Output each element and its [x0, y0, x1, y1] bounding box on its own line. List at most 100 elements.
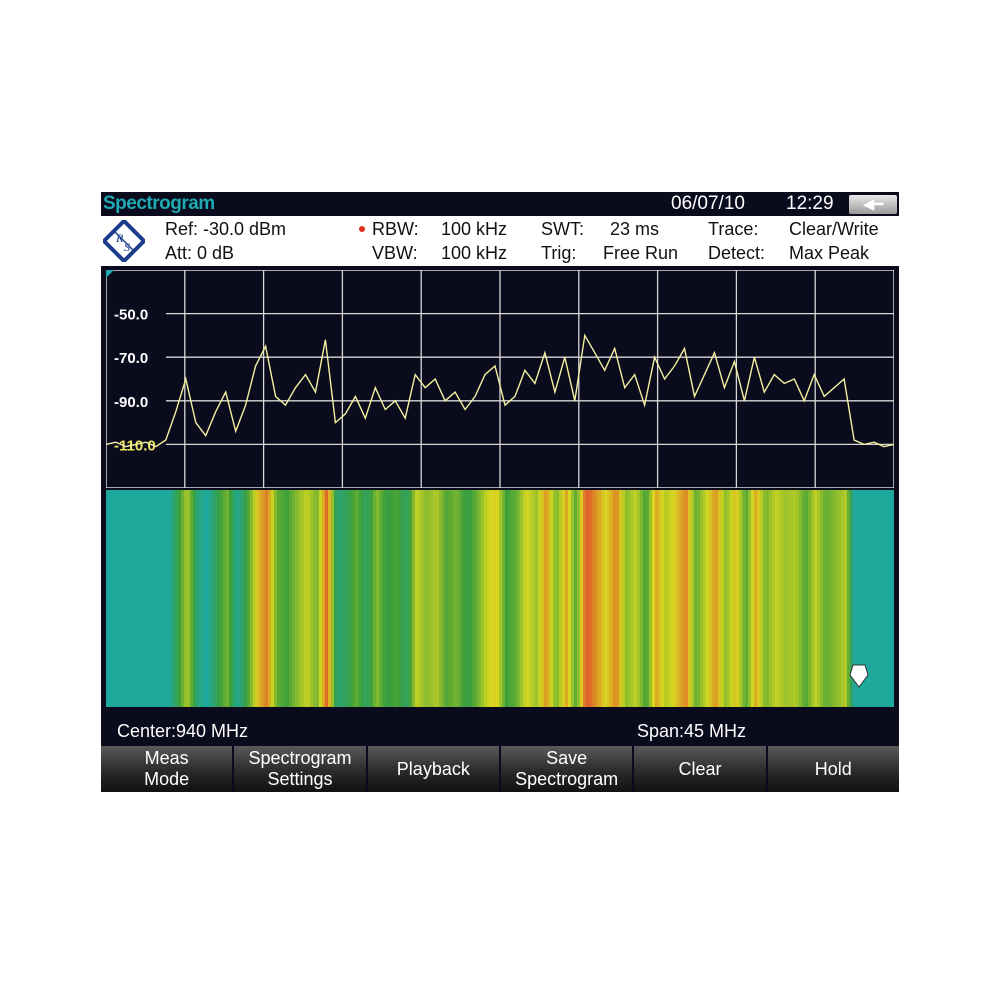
spectrogram-column — [844, 490, 848, 707]
spectrogram-column — [739, 490, 743, 707]
save-spectrogram-button[interactable]: Save Spectrogram — [500, 746, 633, 792]
spectrogram-column — [628, 490, 632, 707]
spectrogram-column — [391, 490, 395, 707]
swt-value: 23 ms — [610, 219, 660, 239]
meas-mode-button[interactable]: Meas Mode — [101, 746, 233, 792]
spectrogram-column — [565, 490, 569, 707]
spectrogram-column — [298, 490, 302, 707]
spectrogram-column — [622, 490, 626, 707]
y-tick-label: -110.0 — [114, 437, 156, 454]
spectrogram-column — [784, 490, 788, 707]
spectrogram-column — [790, 490, 794, 707]
rbw-label: RBW: — [372, 219, 419, 239]
spectrogram-column — [646, 490, 650, 707]
back-button[interactable]: ◀━ — [849, 195, 897, 214]
spectrogram-column — [640, 490, 644, 707]
spectrogram-column — [541, 490, 545, 707]
spectrogram-column — [550, 490, 554, 707]
spectrogram-column — [334, 490, 338, 707]
spectrogram-column — [154, 490, 158, 707]
trace-label: Trace: — [708, 219, 759, 239]
spectrogram-waterfall — [106, 490, 894, 707]
vbw-value: 100 kHz — [441, 243, 508, 263]
spectrogram-column — [427, 490, 431, 707]
spectrogram-column — [799, 490, 803, 707]
spectrogram-column — [805, 490, 809, 707]
spectrogram-column — [745, 490, 749, 707]
spectrogram-column — [301, 490, 305, 707]
spectrogram-column — [238, 490, 242, 707]
spectrogram-column — [562, 490, 566, 707]
spectrogram-column — [493, 490, 497, 707]
spectrogram-column — [676, 490, 680, 707]
spectrogram-column — [559, 490, 563, 707]
spectrogram-column — [724, 490, 728, 707]
spectrogram-column — [883, 490, 887, 707]
spectrogram-column — [652, 490, 656, 707]
spectrogram-column — [637, 490, 641, 707]
spectrogram-column — [253, 490, 257, 707]
spectrogram-column — [835, 490, 839, 707]
spectrogram-column — [295, 490, 299, 707]
spectrogram-column — [619, 490, 623, 707]
spectrogram-column — [877, 490, 881, 707]
spectrogram-column — [727, 490, 731, 707]
analyzer-screen: Spectrogram 06/07/10 12:29 ◀━ R S Ref: -… — [101, 192, 899, 792]
spectrogram-column — [124, 490, 128, 707]
spectrogram-column — [367, 490, 371, 707]
spectrogram-column — [139, 490, 143, 707]
spectrogram-column — [712, 490, 716, 707]
spectrogram-column — [472, 490, 476, 707]
spectrogram-column — [418, 490, 422, 707]
spectrogram-column — [508, 490, 512, 707]
spectrogram-column — [358, 490, 362, 707]
marker-pentagon-icon[interactable] — [849, 664, 869, 688]
spectrogram-column — [517, 490, 521, 707]
spectrogram-column — [802, 490, 806, 707]
spectrogram-column — [376, 490, 380, 707]
trig-label: Trig: — [541, 243, 577, 263]
softkey-label: Clear — [678, 758, 722, 779]
spectrogram-column — [610, 490, 614, 707]
spectrogram-column — [667, 490, 671, 707]
settings-info-panel: R S Ref: -30.0 dBm Att: 0 dB RBW: 100 kH… — [101, 216, 899, 266]
spectrogram-column — [595, 490, 599, 707]
spectrogram-column — [892, 490, 894, 707]
spectrogram-column — [424, 490, 428, 707]
spectrogram-column — [544, 490, 548, 707]
softkey-label: Settings — [267, 769, 333, 789]
spectrogram-column — [499, 490, 503, 707]
swt-label: SWT: — [541, 219, 584, 239]
spectrogram-column — [241, 490, 245, 707]
spectrogram-column — [502, 490, 506, 707]
spectrogram-column — [274, 490, 278, 707]
spectrogram-column — [448, 490, 452, 707]
spectrogram-settings-button[interactable]: Spectrogram Settings — [234, 746, 366, 792]
spectrogram-column — [526, 490, 530, 707]
playback-button[interactable]: Playback — [367, 746, 499, 792]
spectrogram-column — [169, 490, 173, 707]
spectrogram-column — [634, 490, 638, 707]
svg-text:R: R — [115, 231, 124, 245]
spectrogram-column — [283, 490, 287, 707]
spectrogram-column — [487, 490, 491, 707]
y-tick-label: -90.0 — [114, 394, 148, 411]
spectrogram-column — [430, 490, 434, 707]
spectrogram-column — [127, 490, 131, 707]
spectrogram-column — [421, 490, 425, 707]
spectrogram-column — [754, 490, 758, 707]
spectrogram-column — [874, 490, 878, 707]
spectrogram-column — [466, 490, 470, 707]
rohde-schwarz-logo: R S — [103, 220, 145, 262]
spectrogram-column — [394, 490, 398, 707]
spectrogram-column — [469, 490, 473, 707]
spectrogram-column — [325, 490, 329, 707]
spectrogram-column — [700, 490, 704, 707]
trig-value: Free Run — [603, 243, 679, 263]
spectrogram-column — [706, 490, 710, 707]
spectrogram-column — [403, 490, 407, 707]
softkey-label: Hold — [814, 758, 852, 779]
clear-button[interactable]: Clear — [634, 746, 766, 792]
svg-text:S: S — [124, 240, 130, 254]
hold-button[interactable]: Hold — [767, 746, 899, 792]
